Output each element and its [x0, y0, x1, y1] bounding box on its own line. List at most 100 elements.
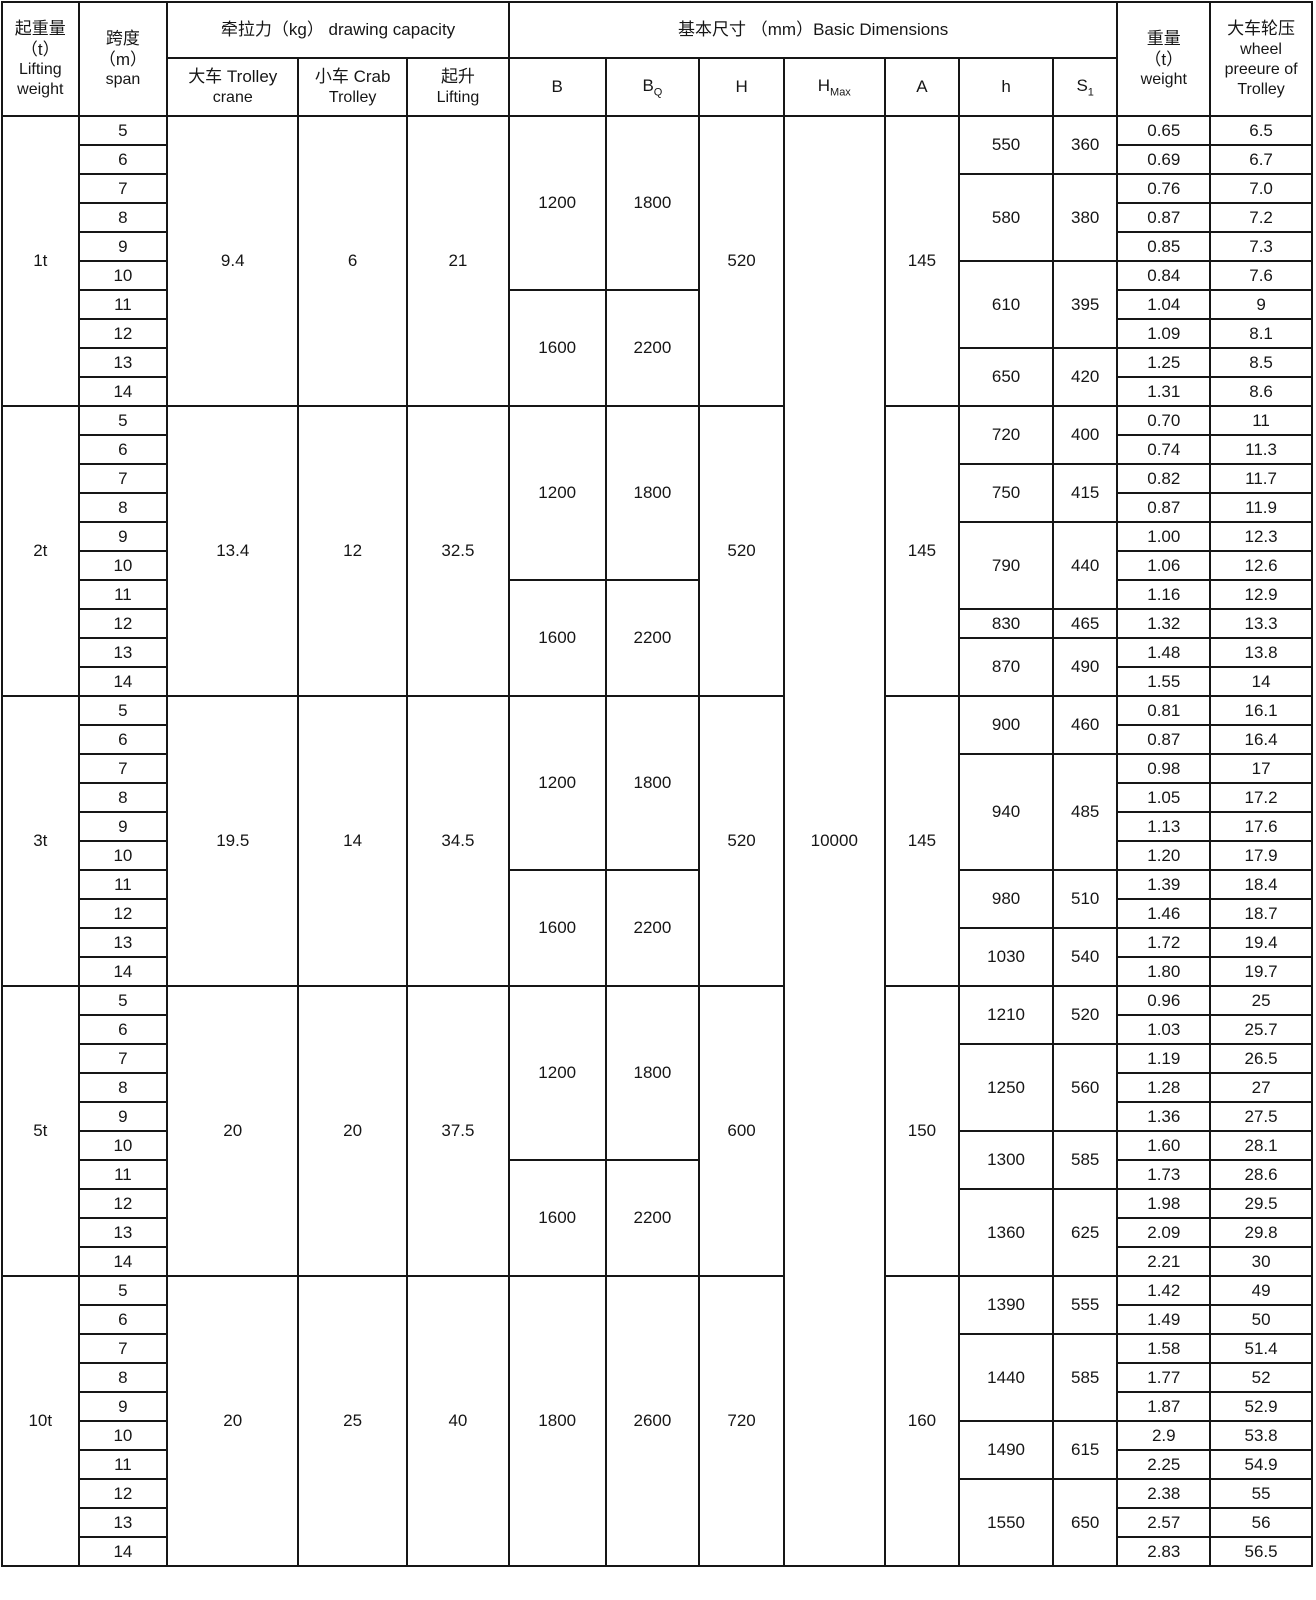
wheel-pressure-cell: 16.4 — [1209, 724, 1313, 755]
span-cell: 6 — [77, 1304, 169, 1335]
h-cell: 1440 — [958, 1333, 1054, 1422]
header-weight-en: weight — [1140, 71, 1187, 89]
weight-cell: 1.72 — [1116, 927, 1212, 958]
header-basic-dimensions: 基本尺寸 （mm）Basic Dimensions — [507, 1, 1119, 59]
h-cell: 750 — [958, 463, 1054, 523]
header-span-zh: 跨度 — [105, 28, 140, 48]
wheel-pressure-cell: 27 — [1209, 1072, 1313, 1103]
crab-trolley-cell: 6 — [297, 115, 409, 407]
trolley-crane-cell: 19.5 — [166, 695, 300, 987]
header-col-hmax: HMax — [782, 57, 886, 117]
lifting-weight-cell: 10t — [1, 1275, 80, 1567]
s1-cell: 510 — [1051, 869, 1119, 929]
s1-cell: 555 — [1051, 1275, 1119, 1335]
header-col-a: A — [883, 57, 961, 117]
weight-cell: 1.73 — [1116, 1159, 1212, 1190]
weight-cell: 2.83 — [1116, 1536, 1212, 1567]
weight-cell: 1.39 — [1116, 869, 1212, 900]
weight-cell: 2.25 — [1116, 1449, 1212, 1480]
h-cell: 650 — [958, 347, 1054, 407]
s1-cell: 490 — [1051, 637, 1119, 697]
span-cell: 14 — [77, 1536, 169, 1567]
span-cell: 12 — [77, 898, 169, 929]
a-cell: 150 — [883, 985, 961, 1277]
crab-trolley-cell: 20 — [297, 985, 409, 1277]
weight-cell: 0.96 — [1116, 985, 1212, 1016]
weight-cell: 0.87 — [1116, 724, 1212, 755]
crab-trolley-cell: 25 — [297, 1275, 409, 1567]
span-cell: 11 — [77, 289, 169, 320]
weight-cell: 0.76 — [1116, 173, 1212, 204]
span-cell: 14 — [77, 1246, 169, 1277]
weight-cell: 2.21 — [1116, 1246, 1212, 1277]
header-wheel-en1: wheel — [1240, 40, 1282, 58]
span-cell: 11 — [77, 579, 169, 610]
weight-cell: 1.77 — [1116, 1362, 1212, 1393]
weight-cell: 0.87 — [1116, 492, 1212, 523]
wheel-pressure-cell: 11.9 — [1209, 492, 1313, 523]
wheel-pressure-cell: 8.5 — [1209, 347, 1313, 378]
lifting-speed-cell: 37.5 — [406, 985, 510, 1277]
span-cell: 7 — [77, 173, 169, 204]
bq-cell: 2200 — [604, 1159, 701, 1277]
h-cell: 610 — [958, 260, 1054, 349]
b-cell: 1200 — [507, 115, 607, 291]
span-cell: 10 — [77, 1420, 169, 1451]
s1-cell: 540 — [1051, 927, 1119, 987]
header-weight: 重量 （t） weight — [1116, 1, 1212, 117]
wheel-pressure-cell: 6.5 — [1209, 115, 1313, 146]
a-cell: 145 — [883, 115, 961, 407]
header-col-bq-base: B — [642, 76, 654, 96]
span-cell: 13 — [77, 1507, 169, 1538]
weight-cell: 1.60 — [1116, 1130, 1212, 1161]
span-cell: 10 — [77, 260, 169, 291]
lifting-speed-cell: 21 — [406, 115, 510, 407]
header-lifting-weight-en1: Lifting — [18, 61, 62, 79]
h-cell: 1250 — [958, 1043, 1054, 1132]
h-cell: 1210 — [958, 985, 1054, 1045]
weight-cell: 1.80 — [1116, 956, 1212, 987]
wheel-pressure-cell: 12.9 — [1209, 579, 1313, 610]
span-cell: 7 — [77, 463, 169, 494]
span-cell: 14 — [77, 956, 169, 987]
trolley-crane-cell: 20 — [166, 985, 300, 1277]
weight-cell: 1.55 — [1116, 666, 1212, 697]
header-col-s1-base: S — [1076, 76, 1088, 96]
h-cell: 870 — [958, 637, 1054, 697]
weight-cell: 1.19 — [1116, 1043, 1212, 1074]
weight-cell: 1.06 — [1116, 550, 1212, 581]
header-col-hmax-sub: Max — [830, 86, 851, 99]
header-trolley-crane-l2: crane — [212, 88, 253, 106]
span-cell: 13 — [77, 927, 169, 958]
wheel-pressure-cell: 7.0 — [1209, 173, 1313, 204]
span-cell: 7 — [77, 1043, 169, 1074]
h-cell: 1030 — [958, 927, 1054, 987]
lifting-speed-cell: 32.5 — [406, 405, 510, 697]
wheel-pressure-cell: 52 — [1209, 1362, 1313, 1393]
span-cell: 10 — [77, 1130, 169, 1161]
weight-cell: 2.57 — [1116, 1507, 1212, 1538]
h-cell: 980 — [958, 869, 1054, 929]
weight-cell: 0.69 — [1116, 144, 1212, 175]
wheel-pressure-cell: 18.4 — [1209, 869, 1313, 900]
bq-cell: 2200 — [604, 869, 701, 987]
wheel-pressure-cell: 26.5 — [1209, 1043, 1313, 1074]
wheel-pressure-cell: 14 — [1209, 666, 1313, 697]
h-cell: 1490 — [958, 1420, 1054, 1480]
span-cell: 11 — [77, 1159, 169, 1190]
wheel-pressure-cell: 55 — [1209, 1478, 1313, 1509]
wheel-pressure-cell: 7.2 — [1209, 202, 1313, 233]
s1-cell: 520 — [1051, 985, 1119, 1045]
span-cell: 6 — [77, 1014, 169, 1045]
s1-cell: 485 — [1051, 753, 1119, 871]
wheel-pressure-cell: 7.3 — [1209, 231, 1313, 262]
wheel-pressure-cell: 25.7 — [1209, 1014, 1313, 1045]
weight-cell: 1.49 — [1116, 1304, 1212, 1335]
s1-cell: 650 — [1051, 1478, 1119, 1567]
header-col-s1-sub: 1 — [1087, 86, 1094, 99]
h-cell: 900 — [958, 695, 1054, 755]
header-lifting-col-l2: Lifting — [436, 88, 480, 106]
span-cell: 6 — [77, 724, 169, 755]
header-col-bq: BQ — [604, 57, 701, 117]
